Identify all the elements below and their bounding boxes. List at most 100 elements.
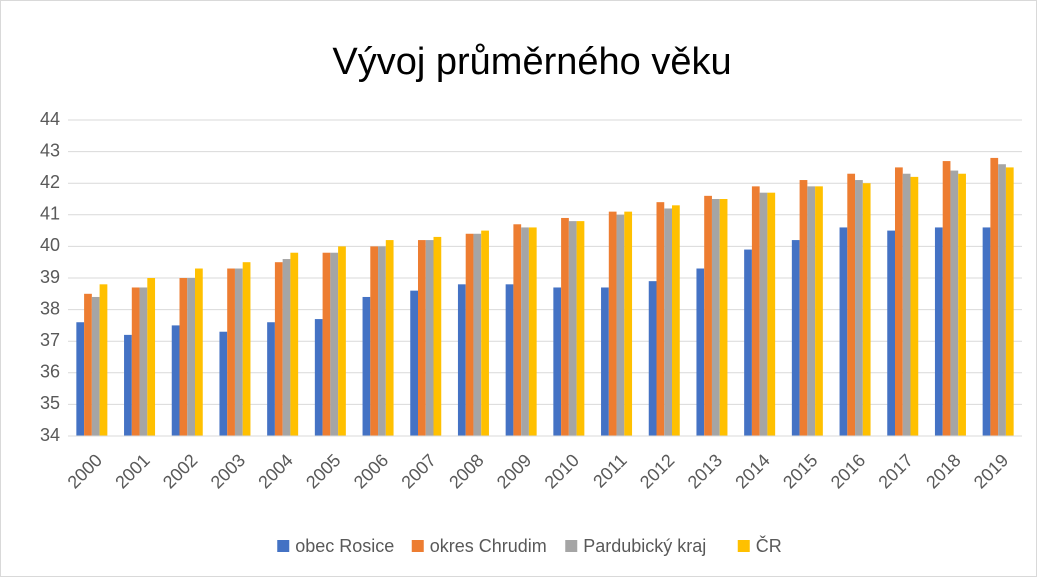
bar bbox=[227, 268, 235, 436]
bar bbox=[990, 157, 999, 437]
bar bbox=[553, 287, 562, 436]
bar bbox=[147, 278, 156, 436]
bar bbox=[370, 246, 379, 436]
bar bbox=[807, 186, 816, 436]
bar bbox=[744, 249, 752, 436]
bar bbox=[290, 252, 299, 436]
bar bbox=[179, 278, 188, 436]
bar bbox=[521, 227, 529, 436]
bar bbox=[433, 236, 442, 436]
bar bbox=[91, 296, 100, 436]
bar bbox=[124, 334, 132, 436]
bar bbox=[608, 211, 617, 436]
legend-label: ČR bbox=[756, 535, 782, 556]
bar bbox=[473, 233, 482, 436]
bar bbox=[417, 240, 426, 436]
bar bbox=[76, 322, 85, 436]
bar bbox=[330, 252, 339, 436]
y-tick-label: 44 bbox=[40, 109, 60, 129]
y-tick-label: 36 bbox=[40, 362, 60, 382]
bar bbox=[910, 176, 919, 436]
bar bbox=[362, 296, 371, 436]
bar bbox=[696, 268, 705, 436]
bar bbox=[576, 221, 585, 436]
bar bbox=[465, 233, 474, 436]
bar bbox=[601, 287, 609, 436]
bar bbox=[322, 252, 331, 436]
bar bbox=[171, 325, 180, 436]
bar bbox=[505, 284, 514, 436]
bar bbox=[950, 170, 959, 436]
bar bbox=[219, 331, 228, 436]
bar bbox=[942, 161, 951, 436]
bar bbox=[719, 199, 728, 436]
bar bbox=[561, 217, 569, 436]
bar bbox=[759, 192, 768, 436]
bar bbox=[751, 186, 760, 436]
bar bbox=[982, 227, 991, 436]
bar bbox=[378, 246, 386, 436]
bar bbox=[767, 192, 776, 436]
bar bbox=[314, 319, 323, 436]
bar bbox=[282, 259, 291, 436]
bar bbox=[513, 224, 522, 436]
y-tick-label: 42 bbox=[40, 172, 60, 192]
y-tick-label: 39 bbox=[40, 267, 60, 287]
bar bbox=[847, 173, 856, 436]
bar bbox=[267, 322, 275, 436]
bar bbox=[616, 214, 625, 436]
bar bbox=[894, 167, 903, 436]
bar bbox=[568, 221, 577, 436]
bar bbox=[624, 211, 633, 436]
y-tick-label: 38 bbox=[40, 298, 60, 318]
bar bbox=[338, 246, 346, 436]
bar bbox=[195, 268, 203, 436]
y-tick-label: 40 bbox=[40, 235, 60, 255]
bar bbox=[799, 180, 808, 436]
y-tick-label: 41 bbox=[40, 204, 60, 224]
legend-label: okres Chrudim bbox=[430, 536, 547, 556]
bar bbox=[99, 284, 108, 436]
bar bbox=[528, 227, 537, 436]
bar bbox=[648, 281, 657, 436]
bar bbox=[862, 183, 871, 436]
bar bbox=[902, 173, 911, 436]
bar bbox=[998, 164, 1006, 437]
y-tick-label: 43 bbox=[40, 140, 60, 160]
legend-label: Pardubický kraj bbox=[583, 536, 706, 556]
y-tick-label: 35 bbox=[40, 393, 60, 413]
bar bbox=[958, 173, 966, 436]
bar bbox=[1005, 167, 1014, 436]
bar bbox=[481, 230, 489, 436]
bar bbox=[711, 199, 720, 436]
bar bbox=[234, 268, 243, 436]
bar bbox=[84, 293, 92, 436]
bar bbox=[664, 208, 673, 436]
bar bbox=[410, 290, 418, 436]
bar bbox=[187, 278, 196, 436]
legend-label: obec Rosice bbox=[295, 536, 394, 556]
bar bbox=[934, 227, 943, 436]
bar bbox=[425, 240, 434, 436]
bar bbox=[791, 240, 800, 436]
bar bbox=[457, 284, 466, 436]
legend-swatch bbox=[737, 540, 750, 552]
legend-swatch bbox=[565, 540, 578, 552]
bar bbox=[139, 287, 148, 436]
bar bbox=[385, 240, 394, 436]
bar bbox=[855, 180, 863, 436]
bar bbox=[704, 195, 712, 436]
bar bbox=[242, 262, 251, 436]
bar bbox=[887, 230, 895, 436]
legend-swatch bbox=[277, 540, 290, 552]
bar bbox=[274, 262, 283, 436]
y-tick-label: 37 bbox=[40, 330, 60, 350]
bar bbox=[656, 202, 665, 436]
y-tick-label: 34 bbox=[40, 425, 60, 445]
bar bbox=[815, 186, 823, 436]
bar bbox=[131, 287, 140, 436]
bar bbox=[672, 205, 680, 436]
chart-title: Vývoj průměrného věku bbox=[332, 41, 731, 83]
bar bbox=[839, 227, 848, 436]
